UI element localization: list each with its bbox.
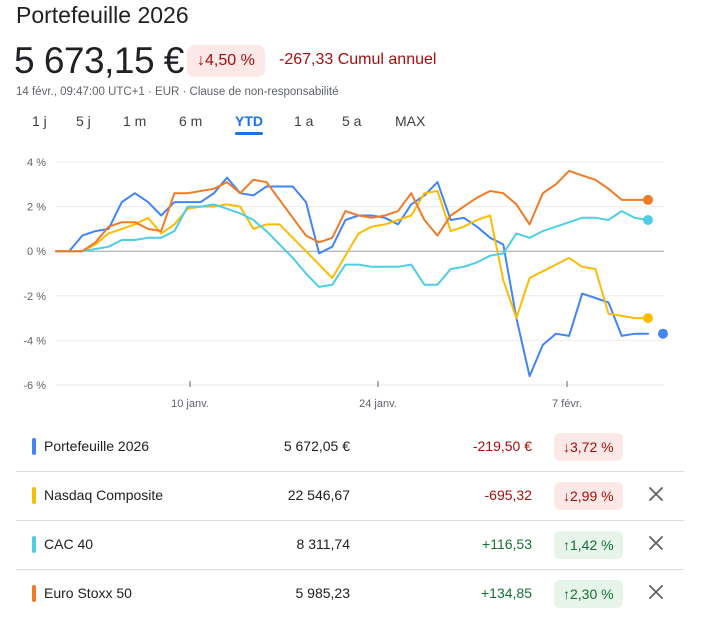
series-end-point-3	[643, 194, 653, 205]
range-tab-6m[interactable]: 6 m	[179, 113, 203, 129]
series-color-swatch	[32, 438, 36, 455]
series-line-3	[55, 169, 649, 253]
security-change-pct-badge: ↓2,99 %	[554, 482, 623, 510]
table-row[interactable]: Nasdaq Composite 22 546,67 -695,32 ↓2,99 %	[16, 472, 684, 521]
security-change-pct-badge: ↑2,30 %	[554, 580, 623, 608]
y-tick-label: -2 %	[23, 291, 46, 303]
series-line-0	[55, 176, 649, 378]
security-value: 22 546,67	[287, 487, 350, 503]
close-icon[interactable]	[646, 533, 666, 553]
security-change-abs: -695,32	[484, 487, 532, 503]
y-tick-label: 4 %	[27, 157, 46, 169]
security-name: CAC 40	[44, 536, 94, 552]
series-color-swatch	[32, 487, 36, 504]
y-tick-label: -4 %	[23, 335, 46, 347]
comparison-line-chart: 4 % 2 % 0 % -2 % -4 % -6 % 10 janv. 24 janv. 7 f…	[23, 157, 668, 410]
change-percent-badge: ↓4,50 %	[187, 45, 265, 77]
series-line-2	[55, 203, 649, 288]
security-change-pct-badge: ↑1,42 %	[554, 531, 623, 559]
table-row[interactable]: Portefeuille 2026 5 672,05 € -219,50 € ↓3,7…	[16, 423, 684, 472]
series-color-swatch	[32, 536, 36, 553]
y-tick-label: -6 %	[23, 380, 46, 392]
range-tab-1m[interactable]: 1 m	[123, 113, 147, 129]
security-value: 5 672,05 €	[283, 438, 350, 454]
y-tick-label: 0 %	[27, 246, 46, 258]
security-name: Euro Stoxx 50	[44, 585, 132, 601]
security-name: Nasdaq Composite	[44, 487, 164, 503]
page-title: Portefeuille 2026	[16, 2, 189, 28]
security-change-abs: -219,50 €	[472, 438, 532, 454]
change-absolute: -267,33 Cumul annuel	[279, 51, 437, 68]
series-end-point-1	[643, 313, 653, 324]
close-icon[interactable]	[646, 582, 666, 602]
series-end-point-0	[658, 328, 668, 339]
security-change-abs: +116,53	[482, 536, 532, 552]
security-change-pct-badge: ↓3,72 %	[554, 433, 623, 461]
series-line-1	[55, 190, 649, 320]
table-row[interactable]: CAC 40 8 311,74 +116,53 ↑1,42 %	[16, 521, 684, 570]
x-tick-label: 7 févr.	[552, 398, 582, 410]
security-value: 5 985,23	[295, 585, 351, 601]
security-name: Portefeuille 2026	[44, 438, 150, 454]
close-icon[interactable]	[646, 484, 666, 504]
price-meta-info: 14 févr., 09:47:00 UTC+1 · EUR · Clause …	[16, 86, 339, 98]
range-tab-5y[interactable]: 5 a	[342, 113, 362, 129]
security-change-abs: +134,85	[481, 585, 532, 601]
range-tab-1d[interactable]: 1 j	[32, 113, 47, 129]
x-tick-label: 10 janv.	[171, 398, 209, 410]
security-value: 8 311,74	[296, 536, 350, 552]
current-price: 5 673,15 €	[14, 40, 184, 81]
table-row[interactable]: Euro Stoxx 50 5 985,23 +134,85 ↑2,30 %	[16, 570, 684, 618]
y-tick-label: 2 %	[27, 202, 46, 214]
range-tab-5d[interactable]: 5 j	[76, 113, 91, 129]
range-tab-max[interactable]: MAX	[395, 113, 426, 129]
x-tick-label: 24 janv.	[359, 398, 397, 410]
range-tab-1y[interactable]: 1 a	[294, 113, 314, 129]
series-end-point-2	[643, 214, 653, 225]
range-tab-ytd[interactable]: YTD	[235, 113, 263, 135]
series-color-swatch	[32, 585, 36, 602]
